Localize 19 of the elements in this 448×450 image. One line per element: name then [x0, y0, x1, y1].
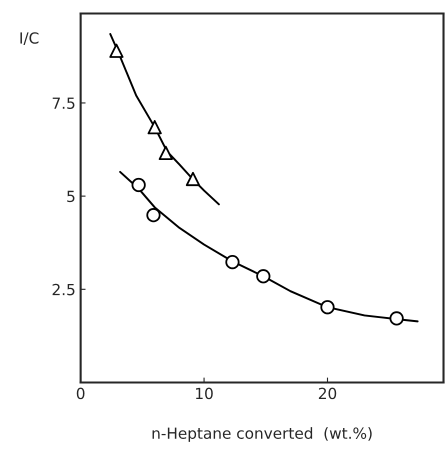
y-tick-label: 7.5 — [52, 98, 74, 109]
point — [132, 178, 146, 192]
x-axis-title: n-Heptane converted (wt.%) — [152, 427, 372, 442]
point — [186, 172, 200, 186]
point — [146, 208, 161, 222]
point — [148, 120, 162, 134]
point — [158, 146, 173, 160]
x-tick-label: 20 — [318, 388, 336, 400]
point — [225, 254, 240, 270]
point — [320, 300, 335, 314]
point — [109, 44, 124, 58]
y-axis-title: I/C — [20, 32, 38, 45]
y-tick-label: 2.5 — [52, 284, 74, 296]
x-tick-label: 0 — [76, 388, 84, 400]
point — [256, 269, 270, 284]
line-series — [109, 33, 220, 206]
x-tick-label: 10 — [196, 388, 213, 400]
y-tick-label: 5 — [67, 190, 74, 202]
point — [390, 311, 404, 326]
